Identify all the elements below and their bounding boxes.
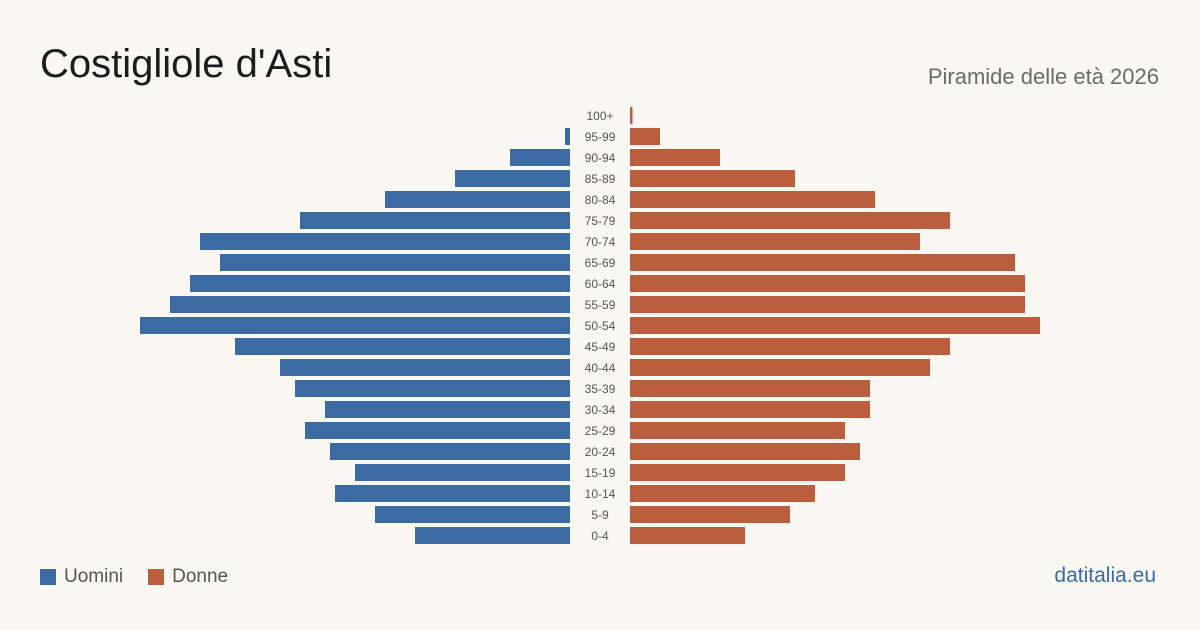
tick-label-15-19: 15-19 [585, 466, 616, 480]
legend-swatch-women [148, 569, 165, 585]
tick-label-55-59: 55-59 [585, 298, 616, 312]
bar-women-15-19 [630, 464, 845, 481]
bar-women-35-39 [630, 380, 870, 397]
bar-men-60-64 [190, 275, 570, 292]
bar-women-100plus [630, 107, 633, 124]
legend-label-men: Uomini [64, 566, 124, 587]
bar-women-60-64 [630, 275, 1025, 292]
bar-women-45-49 [630, 338, 950, 355]
tick-label-50-54: 50-54 [585, 319, 616, 333]
tick-label-100plus: 100+ [586, 109, 613, 123]
tick-label-45-49: 45-49 [585, 340, 616, 354]
chart-subtitle: Piramide delle età 2026 [927, 64, 1159, 89]
bar-women-0-4 [630, 527, 745, 544]
bar-women-20-24 [630, 443, 860, 460]
bar-men-10-14 [335, 485, 570, 502]
brand-link[interactable]: datitalia.eu [1054, 564, 1156, 587]
tick-label-20-24: 20-24 [585, 445, 616, 459]
legend-swatch-men [40, 569, 56, 585]
bar-women-90-94 [630, 149, 720, 166]
tick-label-70-74: 70-74 [585, 235, 616, 249]
bar-women-55-59 [630, 296, 1025, 313]
bar-men-95-99 [565, 128, 570, 145]
bar-men-30-34 [325, 401, 570, 418]
bar-women-85-89 [630, 170, 795, 187]
bar-men-45-49 [235, 338, 570, 355]
bar-men-25-29 [305, 422, 570, 439]
bar-women-75-79 [630, 212, 950, 229]
tick-label-0-4: 0-4 [591, 529, 609, 543]
tick-label-75-79: 75-79 [585, 214, 616, 228]
tick-label-30-34: 30-34 [585, 403, 616, 417]
bar-women-50-54 [630, 317, 1040, 334]
legend: Uomini Donne [40, 566, 253, 588]
bar-women-70-74 [630, 233, 920, 250]
bar-men-5-9 [375, 506, 570, 523]
bar-men-35-39 [295, 380, 570, 397]
bar-women-30-34 [630, 401, 870, 418]
tick-label-60-64: 60-64 [585, 277, 616, 291]
bar-men-0-4 [415, 527, 570, 544]
tick-label-80-84: 80-84 [585, 193, 616, 207]
tick-label-25-29: 25-29 [585, 424, 616, 438]
chart-title: Costigliole d'Asti [40, 42, 333, 86]
bar-men-65-69 [220, 254, 570, 271]
bar-women-40-44 [630, 359, 930, 376]
tick-label-90-94: 90-94 [585, 151, 616, 165]
tick-label-10-14: 10-14 [585, 487, 616, 501]
bar-men-90-94 [510, 149, 570, 166]
tick-label-65-69: 65-69 [585, 256, 616, 270]
bar-men-80-84 [385, 191, 570, 208]
bar-men-85-89 [455, 170, 570, 187]
bar-men-55-59 [170, 296, 570, 313]
tick-label-40-44: 40-44 [585, 361, 616, 375]
bar-women-65-69 [630, 254, 1015, 271]
bar-women-5-9 [630, 506, 790, 523]
bar-men-50-54 [140, 317, 570, 334]
tick-label-95-99: 95-99 [585, 130, 616, 144]
bar-men-20-24 [330, 443, 570, 460]
bar-men-70-74 [200, 233, 570, 250]
tick-label-5-9: 5-9 [591, 508, 609, 522]
bar-women-25-29 [630, 422, 845, 439]
bar-men-75-79 [300, 212, 570, 229]
legend-item-women: Donne [148, 566, 228, 588]
bar-women-80-84 [630, 191, 875, 208]
bar-men-40-44 [280, 359, 570, 376]
bar-men-15-19 [355, 464, 570, 481]
bar-women-95-99 [630, 128, 660, 145]
tick-label-35-39: 35-39 [585, 382, 616, 396]
bar-women-10-14 [630, 485, 815, 502]
legend-label-women: Donne [172, 566, 229, 587]
tick-label-85-89: 85-89 [585, 172, 616, 186]
legend-item-men: Uomini [40, 566, 123, 588]
